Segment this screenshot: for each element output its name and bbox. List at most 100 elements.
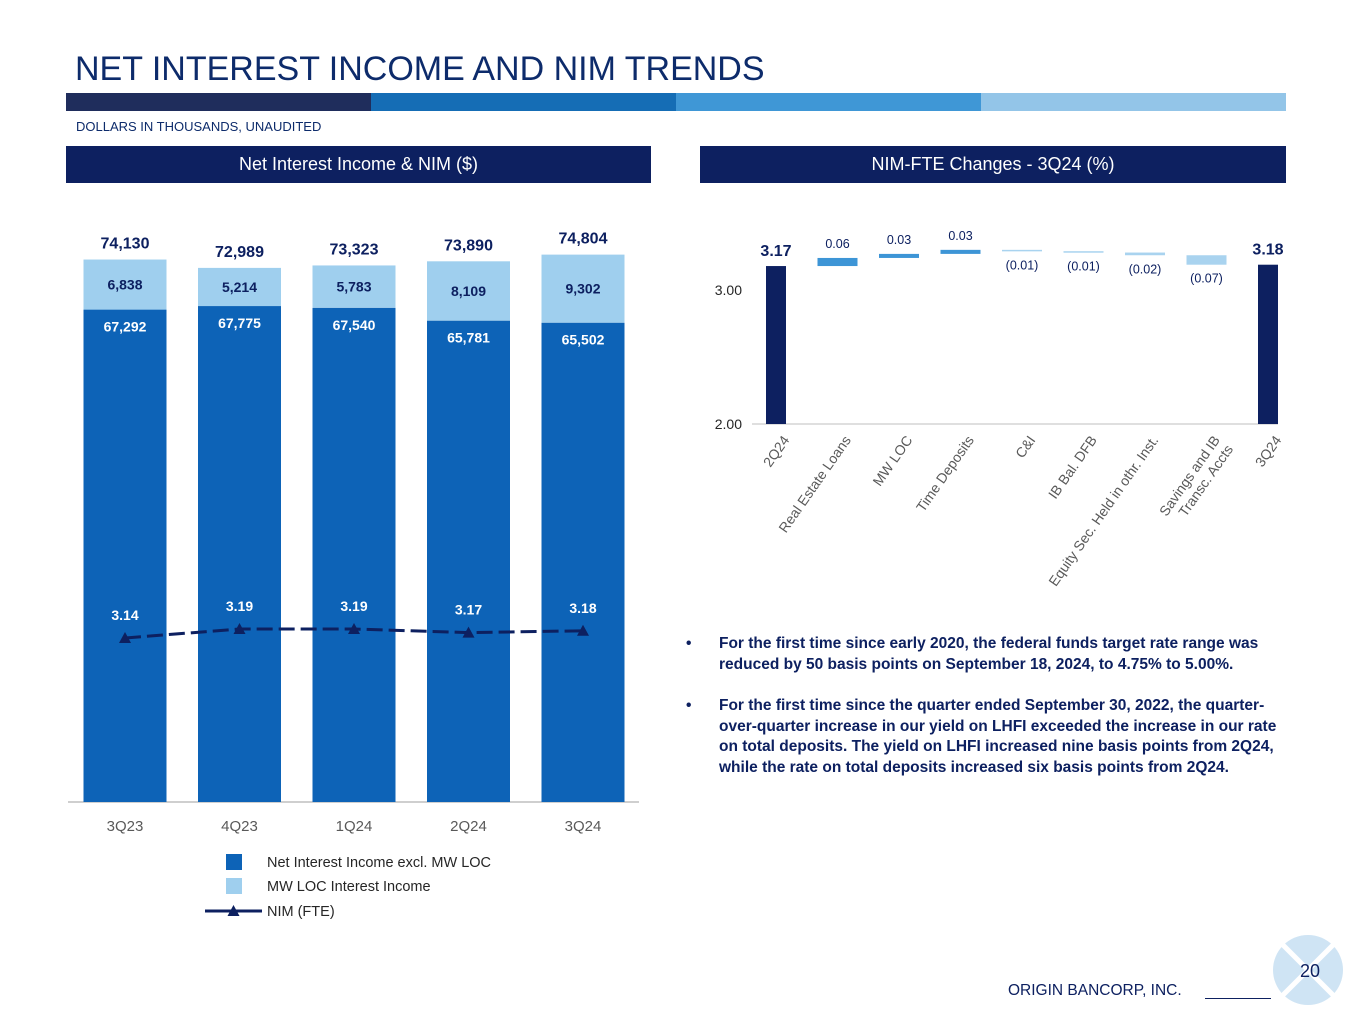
- data-label-nii-excl-mwloc: 67,292: [104, 319, 147, 335]
- legend-label: NIM (FTE): [267, 904, 335, 920]
- commentary-bullets: • For the first time since early 2020, t…: [686, 634, 1286, 799]
- x-tick-label: 2Q24: [760, 432, 793, 469]
- bullet-marker: •: [686, 635, 692, 652]
- x-tick-label-line: Equity Sec. Held in othr. Inst.: [1045, 433, 1161, 589]
- x-tick-label-line: C&I: [1012, 433, 1038, 461]
- data-label-mwloc-income: 5,783: [336, 279, 371, 295]
- waterfall-decrease-bar: [1063, 251, 1104, 253]
- data-label-total: 73,323: [330, 241, 379, 258]
- bullet-item: • For the first time since early 2020, t…: [686, 634, 1286, 675]
- bar-nii-excl-mwloc: [198, 306, 281, 802]
- x-tick-label: Time Deposits: [913, 433, 977, 515]
- x-tick-label-line: Time Deposits: [913, 433, 977, 515]
- legend-swatch-nim-marker: [227, 905, 240, 916]
- data-label-change: 0.03: [887, 233, 911, 247]
- footer-rule: [1205, 998, 1271, 999]
- waterfall-decrease-bar: [1002, 249, 1042, 252]
- bullet-text: For the first time since the quarter end…: [719, 697, 1277, 776]
- data-label-change: (0.02): [1129, 262, 1162, 276]
- bullet-marker: •: [686, 697, 692, 714]
- page-number-badge: 20: [1273, 935, 1343, 1005]
- title-stripe-3: [676, 93, 981, 111]
- x-tick-label: 2Q24: [450, 818, 487, 835]
- x-tick-label-line: MW LOC: [869, 433, 915, 489]
- data-label-change: (0.01): [1006, 258, 1039, 272]
- data-label-nim: 3.18: [569, 600, 596, 616]
- page-badge-cross: [1281, 943, 1335, 997]
- data-label-mwloc-income: 9,302: [565, 281, 600, 297]
- data-label-total: 74,804: [559, 231, 608, 248]
- page-subtitle: DOLLARS IN THOUSANDS, UNAUDITED: [76, 119, 322, 134]
- bar-mwloc-income: [83, 259, 167, 310]
- bar-nii-excl-mwloc: [312, 307, 396, 802]
- data-label-nii-excl-mwloc: 65,502: [562, 332, 605, 348]
- data-label-nim: 3.19: [226, 598, 253, 614]
- legend-swatch: [226, 878, 242, 894]
- data-label-change: 0.03: [948, 229, 972, 243]
- waterfall-total-bar: [1258, 264, 1278, 424]
- title-stripe-4: [981, 93, 1286, 111]
- right-panel-header: NIM-FTE Changes - 3Q24 (%): [700, 146, 1286, 183]
- nim-marker: [577, 624, 589, 636]
- bullet-item: • For the first time since the quarter e…: [686, 696, 1286, 778]
- waterfall-decrease-bar: [1125, 252, 1165, 256]
- nim-marker: [462, 626, 475, 638]
- bar-mwloc-income: [312, 265, 396, 308]
- data-label-nii-excl-mwloc: 67,775: [218, 315, 261, 331]
- net-interest-income-chart: 67,292 6,838 74,130 3Q23 3.14 67,775 5,214 72,9…: [68, 231, 639, 920]
- nim-marker: [233, 623, 246, 634]
- x-tick-label: C&I: [1012, 433, 1038, 461]
- y-tick-label: 2.00: [715, 416, 742, 432]
- x-tick-label-line: IB Bal. DFB: [1045, 433, 1100, 502]
- data-label-mwloc-income: 5,214: [222, 279, 257, 295]
- data-label-change: (0.07): [1190, 272, 1223, 286]
- page-number: 20: [1300, 961, 1320, 981]
- data-label-nii-excl-mwloc: 65,781: [447, 330, 490, 346]
- legend-swatch: [226, 854, 242, 870]
- waterfall-increase-bar: [940, 249, 981, 254]
- data-label-mwloc-income: 8,109: [451, 283, 486, 299]
- x-tick-label: 1Q24: [336, 818, 373, 835]
- page-title: NET INTEREST INCOME AND NIM TRENDS: [75, 50, 765, 88]
- data-label-total: 3.18: [1252, 242, 1283, 259]
- data-label-nim: 3.17: [455, 602, 482, 618]
- waterfall-increase-bar: [879, 253, 919, 258]
- waterfall-increase-bar: [817, 257, 858, 267]
- bar-mwloc-income: [427, 261, 510, 321]
- data-label-nii-excl-mwloc: 67,540: [333, 317, 376, 333]
- data-label-total: 74,130: [101, 236, 150, 253]
- y-tick-label: 3.00: [715, 282, 742, 298]
- bar-nii-excl-mwloc: [541, 322, 625, 802]
- x-tick-label: 3Q23: [107, 818, 144, 835]
- data-label-total: 3.17: [760, 243, 791, 260]
- data-label-nim: 3.19: [340, 598, 367, 614]
- x-tick-label: Savings and IBTransc. Accts: [1156, 433, 1236, 528]
- bar-mwloc-income: [198, 267, 281, 307]
- legend-label: MW LOC Interest Income: [267, 879, 431, 895]
- nim-marker: [119, 632, 131, 643]
- x-tick-label: 3Q24: [1252, 432, 1285, 469]
- bullet-text: For the first time since early 2020, the…: [719, 635, 1259, 673]
- data-label-mwloc-income: 6,838: [107, 277, 142, 293]
- data-label-total: 72,989: [215, 244, 264, 261]
- data-label-nim: 3.14: [111, 607, 138, 623]
- data-label-total: 73,890: [444, 237, 493, 254]
- x-tick-label: MW LOC: [869, 433, 915, 489]
- waterfall-decrease-bar: [1186, 255, 1227, 265]
- left-panel-header: Net Interest Income & NIM ($): [66, 146, 651, 183]
- data-label-change: (0.01): [1067, 260, 1100, 274]
- legend-label: Net Interest Income excl. MW LOC: [267, 855, 491, 871]
- title-stripe-2: [371, 93, 676, 111]
- x-tick-label-line: 2Q24: [760, 432, 793, 469]
- x-tick-label: 4Q23: [221, 818, 258, 835]
- x-tick-label: 3Q24: [565, 818, 602, 835]
- bar-nii-excl-mwloc: [427, 320, 510, 802]
- title-stripe-1: [66, 93, 371, 111]
- x-tick-label: Equity Sec. Held in othr. Inst.: [1045, 433, 1161, 589]
- x-tick-label: IB Bal. DFB: [1045, 433, 1100, 502]
- x-tick-label-line: 3Q24: [1252, 432, 1285, 469]
- bar-nii-excl-mwloc: [83, 309, 167, 802]
- footer-company: ORIGIN BANCORP, INC.: [1008, 982, 1182, 999]
- waterfall-total-bar: [766, 266, 786, 424]
